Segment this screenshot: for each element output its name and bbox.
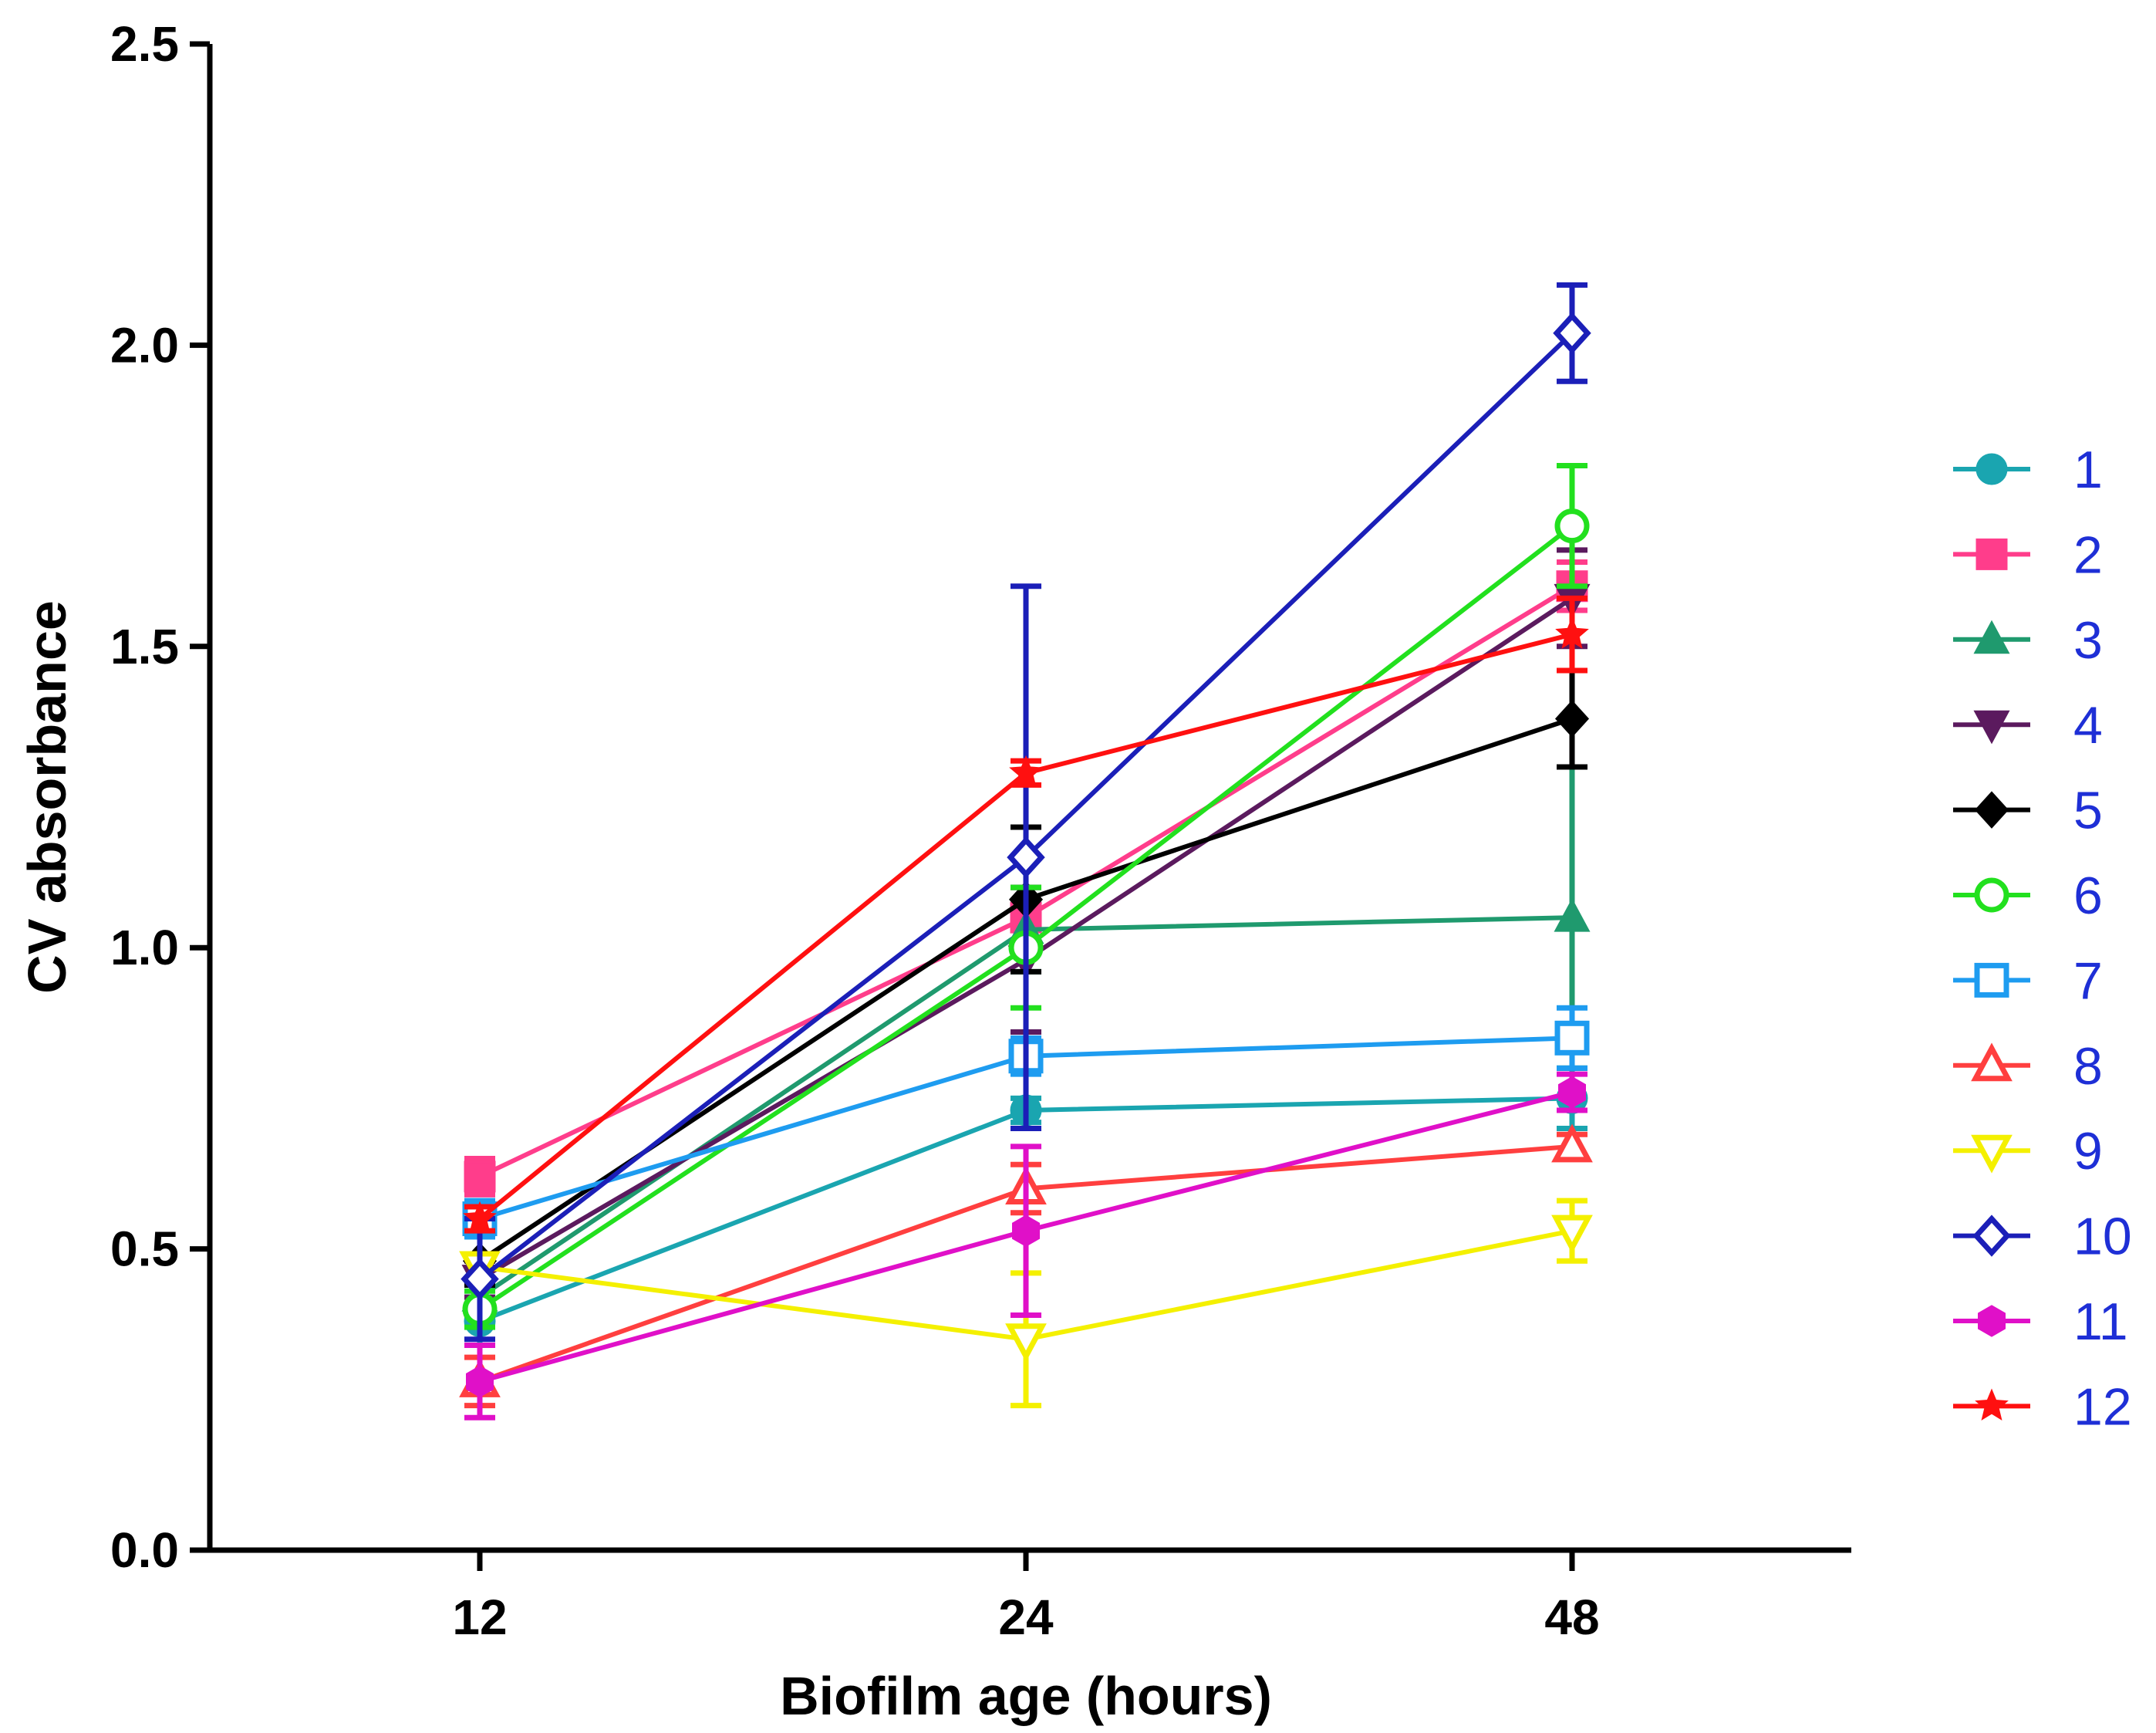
x-tick-label: 12 xyxy=(452,1589,507,1645)
y-tick-label: 1.0 xyxy=(110,920,179,975)
legend-item-12: 12 xyxy=(1953,1377,2132,1436)
series-12 xyxy=(463,595,1589,1234)
data-point xyxy=(1554,508,1590,544)
legend-item-11: 11 xyxy=(1953,1292,2128,1351)
data-point xyxy=(466,1365,494,1398)
x-tick-label: 48 xyxy=(1544,1589,1599,1645)
legend-label: 9 xyxy=(2073,1122,2103,1181)
legend-label: 5 xyxy=(2073,782,2103,840)
data-point xyxy=(1007,836,1045,879)
legend-marker xyxy=(1973,710,2010,745)
legend-marker xyxy=(1972,1214,2011,1257)
legend-item-7: 7 xyxy=(1953,951,2103,1010)
data-point xyxy=(1005,1323,1047,1363)
x-axis-title: Biofilm age (hours) xyxy=(780,1666,1272,1726)
data-point xyxy=(1551,1123,1593,1163)
y-tick-label: 1.5 xyxy=(110,619,179,674)
data-point xyxy=(1558,1076,1586,1109)
data-point xyxy=(461,1258,499,1300)
data-point xyxy=(1551,1214,1593,1254)
y-tick-label: 0.0 xyxy=(110,1522,179,1578)
legend-marker xyxy=(1971,1134,2013,1174)
data-point xyxy=(1554,700,1590,738)
legend-label: 12 xyxy=(2073,1377,2132,1436)
legend-marker xyxy=(1974,791,2009,829)
legend-label: 10 xyxy=(2073,1208,2132,1266)
legend-item-8: 8 xyxy=(1953,1037,2103,1096)
legend-item-9: 9 xyxy=(1953,1122,2103,1181)
legend-label: 8 xyxy=(2073,1037,2103,1096)
legend-marker xyxy=(1978,1305,2006,1337)
y-axis-title: CV absorbance xyxy=(17,600,77,994)
legend-label: 2 xyxy=(2073,525,2103,584)
legend-marker xyxy=(1975,538,2008,570)
legend-item-3: 3 xyxy=(1953,611,2103,670)
y-tick-label: 0.5 xyxy=(110,1221,179,1277)
legend-label: 11 xyxy=(2073,1292,2128,1351)
legend-item-10: 10 xyxy=(1953,1208,2132,1266)
data-point xyxy=(1009,755,1043,788)
series-layer xyxy=(459,282,1593,1421)
legend-marker xyxy=(1975,453,2008,485)
legend-item-1: 1 xyxy=(1953,441,2103,499)
legend-label: 4 xyxy=(2073,696,2103,755)
legend-label: 1 xyxy=(2073,441,2103,499)
legend-marker xyxy=(1975,1388,2009,1421)
series-10 xyxy=(461,282,1591,1343)
legend-item-4: 4 xyxy=(1953,696,2103,755)
legend-item-5: 5 xyxy=(1953,782,2103,840)
legend-marker xyxy=(1973,620,2010,654)
legend-item-6: 6 xyxy=(1953,866,2103,925)
data-point xyxy=(1012,1214,1040,1247)
y-tick-label: 2.5 xyxy=(110,16,179,72)
legend-label: 6 xyxy=(2073,866,2103,925)
legend-marker xyxy=(1971,1042,2013,1082)
data-point xyxy=(1555,617,1589,649)
data-point xyxy=(1554,1020,1590,1056)
series-11 xyxy=(464,1071,1587,1421)
legend-item-2: 2 xyxy=(1953,525,2103,584)
data-point xyxy=(463,1201,497,1234)
data-point xyxy=(1554,897,1591,932)
ticks-layer: 0.0 0.5 1.0 1.5 2.0 2.5 12 24 48 xyxy=(110,16,1600,1645)
legend-marker xyxy=(1974,962,2009,998)
legend-label: 7 xyxy=(2073,951,2103,1010)
legend-marker xyxy=(1974,877,2009,913)
y-tick-label: 2.0 xyxy=(110,317,179,373)
x-tick-label: 24 xyxy=(998,1589,1054,1645)
data-point xyxy=(464,1160,496,1193)
data-point xyxy=(1553,312,1591,354)
legend-label: 3 xyxy=(2073,611,2103,670)
